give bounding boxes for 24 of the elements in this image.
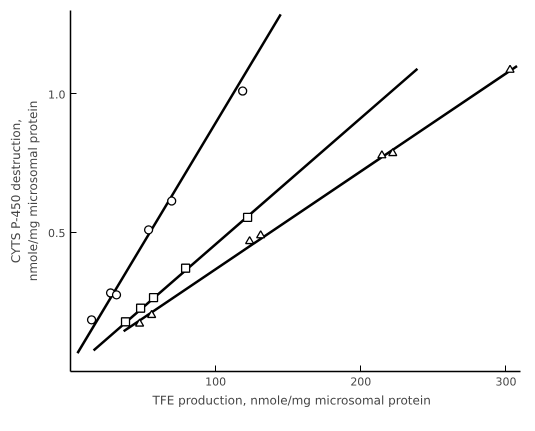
point [388,148,398,156]
point [136,304,146,313]
point [238,86,248,96]
point [244,236,254,244]
y-axis-title: CYTS P-450 destruction, nmole/mg microsomal protein [9,100,40,282]
point [256,230,266,238]
point [242,212,252,222]
y-tick-label: 0.5 [48,227,66,240]
y-tick-label: 1.0 [48,88,66,102]
point [134,318,144,327]
point [120,317,130,326]
point [180,264,190,273]
x-tick-label: 100 [205,376,226,388]
point [377,150,387,158]
point [167,196,176,206]
point [112,290,122,300]
x-axis-title: TFE production, nmole/mg microsomal protein [152,394,431,408]
point [148,292,158,302]
point [505,64,515,73]
x-tick-label: 200 [350,376,372,388]
point [86,315,96,324]
x-tick-label: 300 [495,376,516,388]
point [146,310,156,318]
point [144,225,154,235]
